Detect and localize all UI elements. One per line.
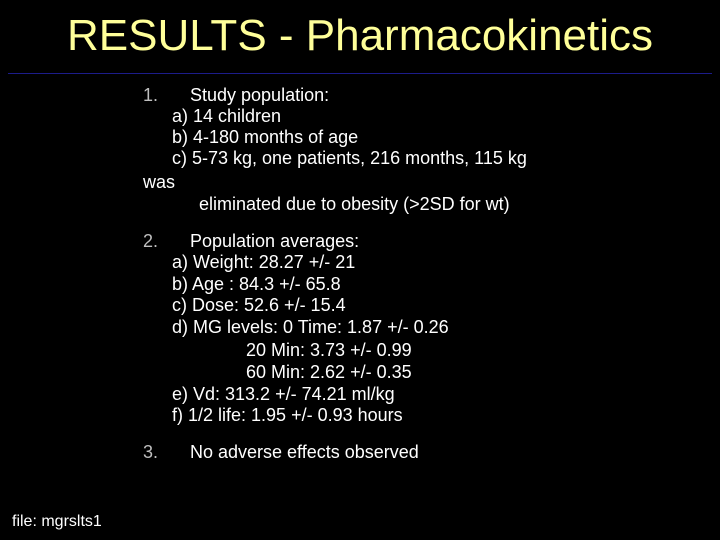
item-1-number: 1. xyxy=(143,85,159,105)
item-2-line-b: b) Age : 84.3 +/- 65.8 xyxy=(172,274,341,294)
item-2-line-d: d) MG levels: 0 Time: 1.87 +/- 0.26 xyxy=(172,317,449,337)
item-3-heading: No adverse effects observed xyxy=(190,442,419,462)
item-2-line-a: a) Weight: 28.27 +/- 21 xyxy=(172,252,356,272)
item-1-line-eliminated: eliminated due to obesity (>2SD for wt) xyxy=(199,194,510,214)
item-1-line-a: a) 14 children xyxy=(172,106,282,126)
item-2-heading: Population averages: xyxy=(190,231,360,251)
item-3-number: 3. xyxy=(143,442,159,462)
item-2-line-c: c) Dose: 52.6 +/- 15.4 xyxy=(172,295,346,315)
title-divider xyxy=(8,73,712,74)
item-2-line-f: f) 1/2 life: 1.95 +/- 0.93 hours xyxy=(172,405,403,425)
item-1-line-b: b) 4-180 months of age xyxy=(172,127,359,147)
item-1-line-c: c) 5-73 kg, one patients, 216 months, 11… xyxy=(172,148,527,168)
file-footer: file: mgrslts1 xyxy=(12,513,102,530)
item-1-line-was: was xyxy=(143,172,176,192)
item-2-number: 2. xyxy=(143,231,159,251)
item-2-line-60min: 60 Min: 2.62 +/- 0.35 xyxy=(246,362,412,382)
item-1-heading: Study population: xyxy=(190,85,330,105)
item-2-line-e: e) Vd: 313.2 +/- 74.21 ml/kg xyxy=(172,384,395,404)
slide-title: RESULTS - Pharmacokinetics xyxy=(66,11,654,60)
item-2-line-20min: 20 Min: 3.73 +/- 0.99 xyxy=(246,340,412,360)
